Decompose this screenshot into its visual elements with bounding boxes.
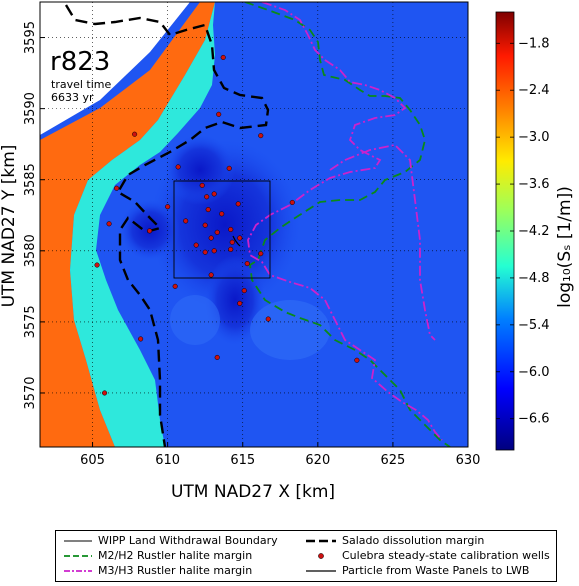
y-axis-ticks: 3570 3575 3580 3585 3590 3595 (23, 21, 45, 410)
calibration-well-marker (241, 288, 247, 294)
legend-item-salado-margin: Salado dissolution margin (306, 534, 484, 547)
calibration-well-marker (258, 133, 264, 139)
calibration-well-marker (237, 300, 243, 306)
y-tick-label: 3590 (23, 92, 38, 125)
map-grid (40, 2, 468, 447)
legend-label: M2/H2 Rustler halite margin (98, 549, 253, 562)
y-tick-label: 3580 (23, 234, 38, 267)
colorbar-tick-label: −3.6 (518, 177, 550, 192)
colorbar-tick-label: −5.4 (518, 318, 550, 333)
y-tick-label: 3585 (23, 163, 38, 196)
calibration-well-marker (175, 164, 181, 170)
legend-item-m3h3-margin: M3/H3 Rustler halite margin (64, 564, 252, 577)
calibration-well-marker (132, 131, 138, 137)
calibration-well-marker (244, 261, 250, 267)
colorbar-tick-label: −4.8 (518, 271, 550, 286)
x-tick-label: 620 (305, 453, 330, 468)
salado-dissolution-margin (64, 4, 270, 447)
calibration-well-marker (208, 235, 214, 241)
calibration-well-marker (229, 239, 235, 245)
x-tick-label: 625 (380, 453, 405, 468)
calibration-well-marker (228, 226, 234, 233)
y-tick-label: 3595 (23, 21, 38, 54)
cyan-zone (70, 2, 215, 447)
calibration-well-marker (114, 185, 120, 191)
legend-item-particle-path: Particle from Waste Panels to LWB (306, 564, 529, 577)
calibration-wells (94, 54, 360, 396)
y-tick-label: 3575 (23, 305, 38, 338)
x-tick-label: 615 (230, 453, 255, 468)
calibration-well-marker (106, 221, 112, 227)
y-tick-label: 3570 (23, 376, 38, 409)
calibration-well-marker (199, 182, 205, 188)
map-panel (40, 2, 468, 447)
legend-item-m2h2-margin: M2/H2 Rustler halite margin (64, 549, 252, 562)
m3h3-halite-margin (247, 2, 443, 441)
y-axis-label: UTM NAD27 Y [km] (0, 145, 19, 308)
calibration-well-marker (220, 54, 226, 60)
x-axis-ticks: 605 610 615 620 625 630 (80, 442, 480, 468)
calibration-well-marker (211, 191, 217, 197)
calibration-well-marker (214, 229, 220, 235)
calibration-well-marker (211, 248, 217, 254)
calibration-well-marker (172, 283, 178, 289)
calibration-well-marker (94, 262, 100, 268)
calibration-well-marker (165, 204, 171, 210)
calibration-well-marker (193, 242, 199, 248)
colorbar-label: log₁₀(Sₛ [1/m]) (555, 186, 575, 308)
calibration-well-marker (147, 228, 153, 234)
colorbar-tick-label: −1.8 (518, 36, 550, 51)
travel-time-label: travel time (51, 78, 111, 91)
legend-label: Culebra steady-state calibration wells (342, 549, 550, 562)
travel-time-value: 6633 yr (51, 91, 94, 104)
m3h3-halite-margin-east (329, 144, 436, 341)
map-title: r823 (50, 47, 110, 77)
no-data-region (40, 2, 190, 135)
calibration-well-marker (289, 199, 295, 206)
legend-item-calibration-wells: Culebra steady-state calibration wells (306, 549, 550, 562)
calibration-well-marker (202, 249, 208, 255)
colorbar-ticks: −1.8 −2.4 −3.0 −3.6 −4.2 −4.8 −5.4 −6.0 −6.6 (496, 36, 550, 427)
legend-item-wipp-boundary: WIPP Land Withdrawal Boundary (64, 534, 278, 547)
calibration-well-marker (237, 235, 243, 241)
particle-path (232, 235, 241, 247)
calibration-well-marker (205, 207, 211, 213)
x-tick-label: 605 (80, 453, 105, 468)
legend-label: WIPP Land Withdrawal Boundary (98, 534, 278, 547)
colorbar-tick-label: −6.0 (518, 365, 550, 380)
calibration-well-marker (208, 272, 214, 278)
calibration-well-marker (219, 211, 225, 217)
legend-label: M3/H3 Rustler halite margin (98, 564, 253, 577)
calibration-well-marker (354, 357, 360, 363)
calibration-well-marker (102, 390, 108, 396)
plot-frame (39, 1, 469, 448)
legend: WIPP Land Withdrawal Boundary Salado dis… (55, 530, 557, 582)
calibration-well-marker (204, 194, 210, 200)
wipp-land-withdrawal-boundary (173, 180, 271, 279)
calibration-well-marker (183, 218, 189, 224)
calibration-well-marker (235, 201, 241, 207)
legend-label: Salado dissolution margin (342, 534, 485, 547)
orange-zone (40, 2, 215, 447)
x-tick-label: 630 (456, 453, 481, 468)
calibration-well-marker (216, 111, 222, 117)
calibration-well-marker (138, 336, 144, 342)
x-axis-label: UTM NAD27 X [km] (171, 482, 335, 502)
colorbar-tick-label: −4.2 (518, 224, 550, 239)
colorbar-tick-label: −2.4 (518, 83, 550, 98)
calibration-well-marker (228, 246, 234, 252)
calibration-well-marker (265, 316, 271, 322)
calibration-well-marker (214, 354, 220, 360)
x-tick-label: 610 (155, 453, 180, 468)
legend-label: Particle from Waste Panels to LWB (342, 564, 530, 577)
calibration-well-marker (258, 251, 264, 257)
colorbar-tick-label: −3.0 (518, 130, 550, 145)
m2h2-halite-margin (244, 2, 451, 447)
calibration-well-marker (202, 222, 208, 228)
calibration-well-marker (226, 165, 232, 171)
colorbar-tick-label: −6.6 (518, 412, 550, 427)
